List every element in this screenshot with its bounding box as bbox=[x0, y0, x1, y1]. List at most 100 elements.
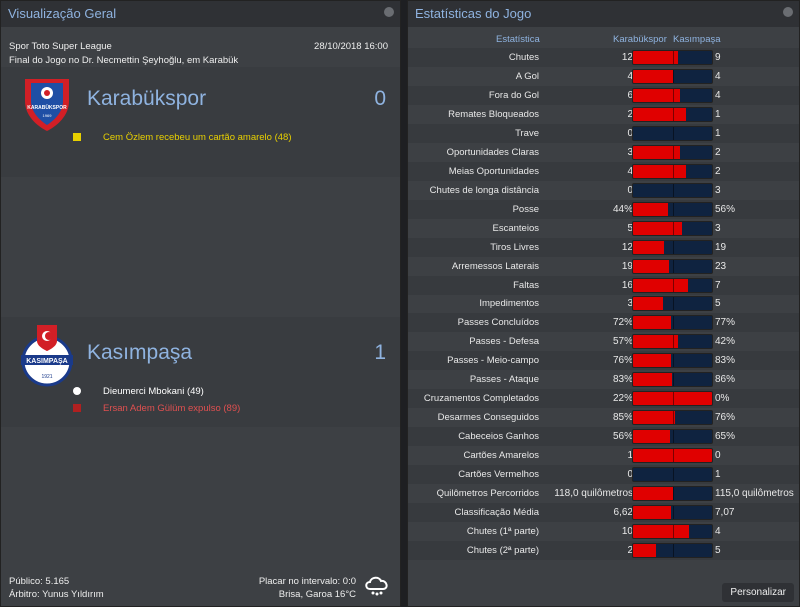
bar-midline bbox=[673, 88, 674, 102]
stat-row: Trave 0 1 bbox=[408, 123, 799, 143]
home-value: 76% bbox=[612, 355, 633, 367]
away-value: 83% bbox=[715, 355, 736, 367]
customize-button[interactable]: Personalizar bbox=[722, 583, 794, 602]
home-share-fill bbox=[633, 202, 668, 216]
home-share-fill bbox=[633, 51, 679, 64]
home-value: 12 bbox=[621, 52, 633, 63]
bar-midline bbox=[673, 335, 674, 349]
home-team-section: KARABÜKSPOR 1969 Karabükspor 0 Cem Özlem… bbox=[1, 67, 400, 177]
away-value: 4 bbox=[715, 89, 721, 101]
bar-midline bbox=[673, 525, 674, 538]
stat-row: Cartões Vermelhos 0 1 bbox=[408, 465, 799, 485]
away-team-name[interactable]: Kasımpaşa bbox=[87, 341, 193, 364]
bar-midline bbox=[673, 543, 674, 557]
home-share-fill bbox=[633, 278, 688, 292]
home-value: 3 bbox=[627, 146, 633, 158]
stat-bar bbox=[632, 50, 713, 65]
svg-text:KARABÜKSPOR: KARABÜKSPOR bbox=[27, 104, 67, 111]
stat-bar bbox=[632, 467, 713, 483]
stat-row: Posse 44% 56% bbox=[408, 199, 799, 219]
away-value: 3 bbox=[715, 222, 721, 234]
weather: Brisa, Garoa 16°C bbox=[278, 589, 356, 600]
away-value: 65% bbox=[715, 431, 736, 443]
bar-midline bbox=[673, 487, 674, 501]
home-value: 4 bbox=[627, 165, 633, 177]
stat-label: Cabeceios Ganhos bbox=[458, 431, 539, 443]
stat-row: Passes - Meio-campo 76% 83% bbox=[408, 351, 799, 371]
goal-ball-icon bbox=[73, 387, 81, 395]
home-team-name[interactable]: Karabükspor bbox=[87, 87, 207, 110]
bar-midline bbox=[673, 259, 674, 273]
home-value: 6,62 bbox=[613, 507, 633, 519]
stat-row: Faltas 16 7 bbox=[408, 275, 799, 295]
stat-label: Tiros Livres bbox=[490, 241, 539, 253]
stat-label: Chutes (2ª parte) bbox=[466, 544, 539, 556]
away-value: 1 bbox=[715, 127, 721, 139]
column-header-stat[interactable]: Estatística bbox=[496, 34, 540, 45]
column-header-away: Kasımpaşa bbox=[673, 34, 721, 45]
stat-row: Impedimentos 3 5 bbox=[408, 294, 799, 313]
home-value: 12 bbox=[621, 241, 633, 253]
event-text: Dieumerci Mbokani (49) bbox=[103, 386, 204, 397]
bar-midline bbox=[673, 107, 674, 121]
away-value: 115,0 quilômetros bbox=[715, 488, 794, 500]
home-share-fill bbox=[633, 221, 683, 235]
home-share-fill bbox=[633, 164, 686, 178]
home-share-fill bbox=[633, 354, 671, 368]
stat-row: Arremessos Laterais 19 23 bbox=[408, 257, 799, 276]
stat-bar bbox=[632, 239, 713, 255]
stat-label: Meias Oportunidades bbox=[448, 165, 539, 177]
home-value: 22% bbox=[612, 393, 633, 405]
home-value: 5 bbox=[627, 222, 633, 234]
stat-bar bbox=[632, 410, 713, 426]
home-share-fill bbox=[633, 259, 669, 273]
event-text: Cem Özlem recebeu um cartão amarelo (48) bbox=[103, 132, 292, 143]
home-value: 118,0 quilômetros bbox=[554, 488, 633, 500]
stat-bar bbox=[632, 163, 713, 179]
match-stats-panel: Estatísticas do Jogo Estatística Karabük… bbox=[407, 0, 800, 607]
away-value: 5 bbox=[715, 298, 721, 310]
away-value: 2 bbox=[715, 165, 721, 177]
away-score: 1 bbox=[374, 341, 386, 364]
competition: Spor Toto Super League bbox=[9, 41, 112, 52]
panel-options-icon[interactable] bbox=[384, 7, 394, 17]
home-value: 56% bbox=[612, 431, 633, 443]
stat-label: Posse bbox=[512, 203, 539, 215]
stat-row: Quilômetros Percorridos 118,0 quilômetro… bbox=[408, 484, 799, 503]
bar-midline bbox=[673, 373, 674, 387]
away-value: 19 bbox=[715, 241, 727, 253]
stat-bar bbox=[632, 201, 713, 217]
home-share-fill bbox=[633, 297, 663, 311]
stat-label: Escanteios bbox=[492, 222, 539, 234]
attendance: Público: 5.165 bbox=[9, 576, 70, 587]
home-share-fill bbox=[633, 449, 712, 463]
home-value: 2 bbox=[627, 108, 633, 120]
home-share-fill bbox=[633, 487, 673, 501]
stat-row: Escanteios 5 3 bbox=[408, 219, 799, 238]
halftime-score: Placar no intervalo: 0:0 bbox=[258, 576, 356, 587]
home-value: 0 bbox=[627, 184, 633, 196]
away-value: 1 bbox=[715, 108, 721, 120]
panel-options-icon[interactable] bbox=[783, 7, 793, 17]
home-share-fill bbox=[633, 411, 675, 425]
stat-label: Remates Bloqueados bbox=[448, 108, 539, 120]
home-share-fill bbox=[633, 335, 679, 349]
home-value: 4 bbox=[627, 70, 633, 82]
stat-bar bbox=[632, 258, 713, 274]
bar-midline bbox=[673, 221, 674, 235]
home-share-fill bbox=[633, 525, 690, 538]
karabukspor-logo: KARABÜKSPOR 1969 bbox=[25, 79, 69, 131]
svg-text:1969: 1969 bbox=[43, 113, 53, 118]
bar-midline bbox=[673, 354, 674, 368]
home-share-fill bbox=[633, 240, 664, 254]
stat-bar bbox=[632, 87, 713, 103]
stat-row: Tiros Livres 12 19 bbox=[408, 237, 799, 257]
stat-row: Desarmes Conseguidos 85% 76% bbox=[408, 408, 799, 427]
home-value: 0 bbox=[627, 127, 633, 139]
stat-bar bbox=[632, 505, 713, 521]
stat-row: Chutes (1ª parte) 10 4 bbox=[408, 522, 799, 541]
stat-label: Passes - Ataque bbox=[469, 374, 539, 386]
stat-bar bbox=[632, 68, 713, 84]
bar-midline bbox=[673, 430, 674, 444]
away-value: 0 bbox=[715, 450, 721, 462]
